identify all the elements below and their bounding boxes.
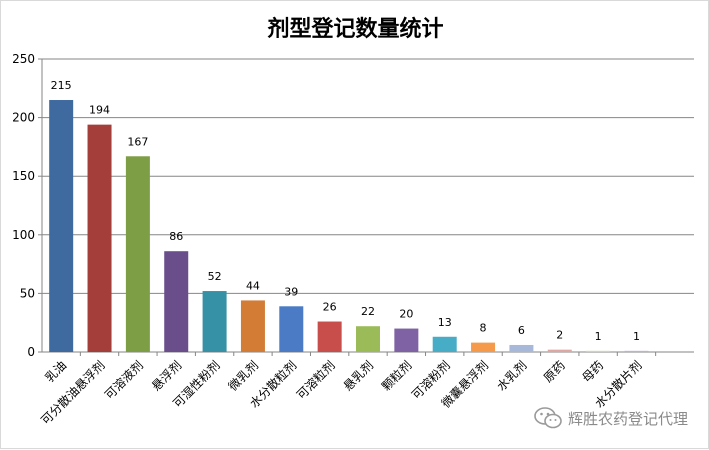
- y-tick-label: 50: [20, 286, 35, 300]
- data-label: 44: [246, 279, 260, 292]
- bar: [624, 350, 649, 352]
- x-tick-label: 悬浮剂: [148, 358, 184, 394]
- bar: [394, 328, 419, 352]
- y-tick-label: 200: [12, 111, 35, 125]
- x-tick-label: 可分散油悬浮剂: [38, 358, 108, 428]
- bar: [202, 291, 227, 352]
- y-tick-label: 250: [12, 52, 35, 66]
- bar: [509, 344, 534, 352]
- bar: [279, 306, 304, 352]
- y-tick-label: 100: [12, 228, 35, 242]
- data-label: 215: [51, 79, 72, 92]
- data-label: 20: [399, 308, 413, 321]
- bar: [240, 300, 265, 352]
- data-label: 167: [127, 135, 148, 148]
- x-tick-label: 微乳剂: [225, 358, 261, 394]
- bar: [125, 156, 150, 352]
- watermark-text: 辉胜农药登记代理: [567, 409, 688, 428]
- watermark: 辉胜农药登记代理: [534, 407, 688, 429]
- data-label: 1: [595, 330, 602, 343]
- data-label: 39: [284, 285, 298, 298]
- bar: [317, 321, 342, 352]
- data-label: 1: [633, 330, 640, 343]
- bar: [87, 124, 112, 352]
- data-label: 2: [556, 329, 563, 342]
- y-tick-label: 0: [27, 345, 35, 359]
- data-label: 8: [480, 322, 487, 335]
- data-label: 22: [361, 305, 375, 318]
- data-label: 52: [208, 270, 222, 283]
- bar: [164, 251, 189, 352]
- bar: [356, 326, 380, 352]
- chart-title: 剂型登记数量统计: [267, 17, 444, 42]
- data-label: 6: [518, 324, 525, 337]
- bar: [586, 350, 611, 352]
- x-tick-label: 原药: [541, 358, 568, 385]
- bar: [49, 100, 74, 353]
- x-tick-label: 悬乳剂: [340, 358, 376, 394]
- x-tick-label: 水乳剂: [493, 358, 529, 394]
- data-label: 86: [169, 230, 183, 243]
- data-label: 26: [323, 301, 337, 314]
- x-tick-label: 颗粒剂: [378, 358, 414, 394]
- bar: [432, 336, 457, 352]
- x-tick-label: 可溶液剂: [101, 358, 146, 403]
- y-tick-label: 150: [12, 169, 35, 183]
- wechat-icon: [534, 407, 562, 429]
- bar: [547, 349, 572, 352]
- bar: [471, 342, 496, 352]
- data-label: 194: [89, 104, 110, 117]
- x-tick-label: 母药: [579, 358, 606, 385]
- x-tick-label: 乳油: [42, 358, 69, 385]
- x-tick-label: 可溶粒剂: [293, 358, 338, 403]
- data-label: 13: [438, 316, 452, 329]
